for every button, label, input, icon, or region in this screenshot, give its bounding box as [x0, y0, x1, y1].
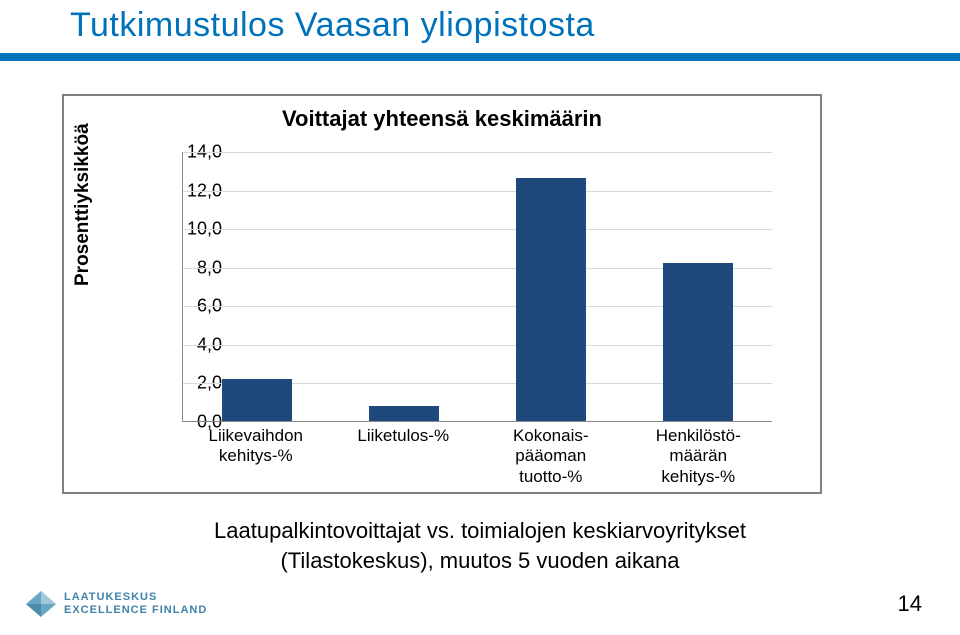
bar — [369, 406, 439, 421]
page-number: 14 — [898, 591, 922, 617]
bar — [663, 263, 733, 421]
slide: Tutkimustulos Vaasan yliopistosta Voitta… — [0, 0, 960, 635]
plot-area — [182, 152, 772, 422]
x-labels: Liikevaihdonkehitys-%Liiketulos-%Kokonai… — [182, 426, 772, 487]
x-tick-label: Kokonais-pääomantuotto-% — [477, 426, 625, 487]
bar — [516, 178, 586, 421]
bar-slot — [183, 152, 330, 421]
chart-caption: Laatupalkintovoittajat vs. toimialojen k… — [150, 516, 810, 575]
caption-line-2: (Tilastokeskus), muutos 5 vuoden aikana — [280, 548, 679, 573]
diamond-icon — [26, 591, 56, 617]
caption-line-1: Laatupalkintovoittajat vs. toimialojen k… — [214, 518, 746, 543]
bar-slot — [625, 152, 772, 421]
title-row: Tutkimustulos Vaasan yliopistosta — [0, 0, 960, 45]
chart-title: Voittajat yhteensä keskimäärin — [64, 96, 820, 132]
title-underline — [0, 53, 960, 61]
bars-group — [183, 152, 772, 421]
footer-logo: LAATUKESKUS EXCELLENCE FINLAND — [26, 591, 207, 617]
logo-text: LAATUKESKUS EXCELLENCE FINLAND — [64, 591, 207, 616]
logo-line-2: EXCELLENCE FINLAND — [64, 604, 207, 617]
x-tick-label: Liiketulos-% — [330, 426, 478, 487]
bar-slot — [478, 152, 625, 421]
page-title: Tutkimustulos Vaasan yliopistosta — [70, 6, 960, 45]
chart-container: Voittajat yhteensä keskimäärin Prosentti… — [62, 94, 822, 494]
bar-slot — [330, 152, 477, 421]
x-tick-label: Liikevaihdonkehitys-% — [182, 426, 330, 487]
bar — [222, 379, 292, 421]
logo-line-1: LAATUKESKUS — [64, 591, 207, 604]
y-axis-title: Prosenttiyksikköä — [72, 123, 94, 286]
x-tick-label: Henkilöstö-määränkehitys-% — [625, 426, 773, 487]
